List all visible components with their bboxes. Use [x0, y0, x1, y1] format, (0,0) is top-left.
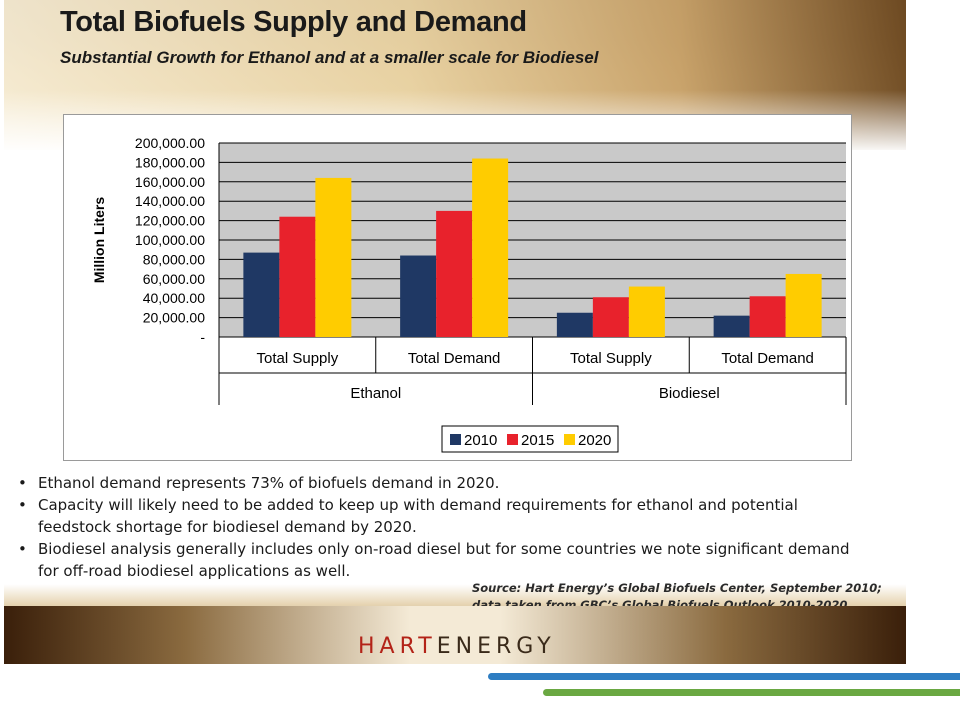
y-tick-label: 180,000.00 [135, 154, 205, 170]
source-line-1: Source: Hart Energy’s Global Biofuels Ce… [472, 581, 882, 595]
bar-2010 [400, 255, 437, 337]
y-tick-label: 80,000.00 [143, 251, 205, 267]
logo-part-2: ENERGY [436, 634, 556, 659]
y-tick-label: 140,000.00 [135, 193, 205, 209]
accent-stripe-blue [488, 673, 960, 680]
legend-box [441, 425, 619, 453]
footer-background [4, 606, 906, 664]
bar-2015 [749, 296, 786, 337]
bullet-list: Ethanol demand represents 73% of biofuel… [14, 472, 874, 582]
group-label: Biodiesel [659, 385, 720, 402]
legend-label: 2015 [521, 432, 554, 449]
page-subtitle: Substantial Growth for Ethanol and at a … [60, 48, 599, 67]
legend-swatch-2010 [450, 434, 461, 445]
bullet-item: Ethanol demand represents 73% of biofuel… [14, 472, 874, 494]
bar-2010 [243, 252, 280, 337]
bar-2020 [628, 286, 665, 337]
bullet-item: Biodiesel analysis generally includes on… [14, 538, 874, 582]
slide: Total Biofuels Supply and Demand Substan… [4, 0, 906, 664]
legend-swatch-2015 [507, 434, 518, 445]
y-tick-label: 40,000.00 [143, 290, 205, 306]
y-tick-label: 200,000.00 [135, 135, 205, 151]
x-tick-label: Total Demand [408, 350, 501, 367]
bar-2015 [592, 297, 629, 337]
y-tick-label: 100,000.00 [135, 232, 205, 248]
bar-2010 [556, 312, 593, 337]
legend-label: 2020 [578, 432, 611, 449]
y-tick-label: 60,000.00 [143, 271, 205, 287]
legend-label: 2010 [464, 432, 497, 449]
bar-2020 [785, 273, 822, 337]
logo-part-1: HART [358, 634, 437, 659]
bar-2010 [713, 315, 750, 337]
x-tick-label: Total Supply [570, 350, 652, 367]
y-tick-label: 20,000.00 [143, 310, 205, 326]
y-tick-label: 120,000.00 [135, 213, 205, 229]
y-tick-label: 160,000.00 [135, 174, 205, 190]
x-tick-label: Total Supply [257, 350, 339, 367]
x-tick-label: Total Demand [721, 350, 814, 367]
group-label: Ethanol [350, 385, 401, 402]
legend-swatch-2020 [564, 434, 575, 445]
company-logo: HARTENERGY [358, 634, 556, 659]
chart-frame: - 20,000.00 40,000.00 60,000.00 80,000.00 100… [63, 114, 852, 461]
bar-2015 [279, 216, 316, 337]
bar-chart: - 20,000.00 40,000.00 60,000.00 80,000.00 100… [91, 135, 847, 453]
y-tick-label: - [200, 329, 205, 345]
bullet-item: Capacity will likely need to be added to… [14, 494, 874, 538]
bar-2015 [436, 210, 473, 337]
accent-stripe-green [543, 689, 960, 696]
page-title: Total Biofuels Supply and Demand [60, 6, 527, 38]
bar-2020 [315, 177, 352, 337]
y-axis-title: Million Liters [91, 197, 107, 284]
bar-2020 [472, 158, 509, 337]
